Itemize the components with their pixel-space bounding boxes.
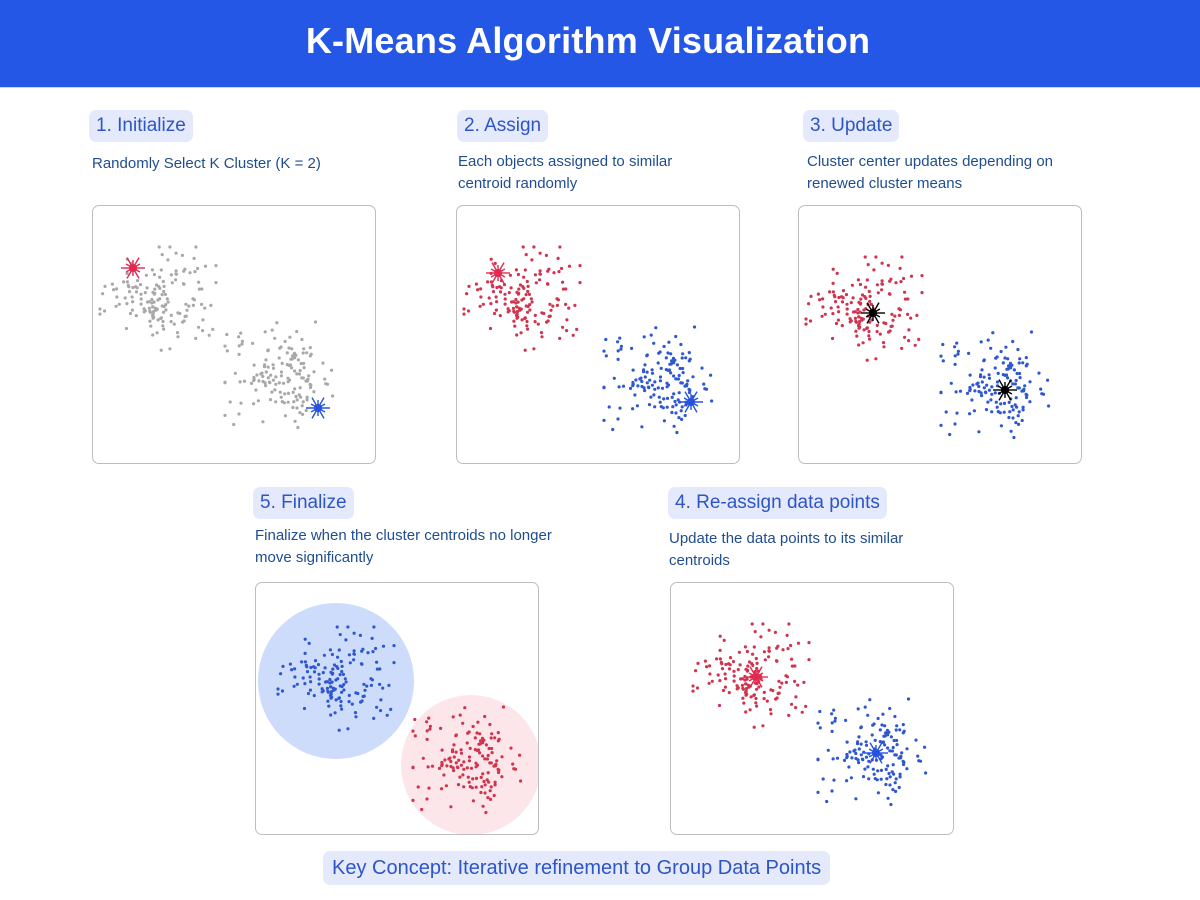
red-cluster-points [804, 255, 924, 362]
red-cluster-points [411, 705, 523, 815]
scatter-plot [691, 622, 928, 807]
scatter-plot [258, 603, 538, 834]
scatter-plot [804, 255, 1051, 440]
black-centroid-icon [993, 379, 1017, 401]
step-2-label: 2. Assign [457, 110, 549, 142]
step-1-label: 1. Initialize [89, 110, 193, 142]
assign-scatter-panel [456, 205, 740, 464]
red-cluster-points [691, 622, 811, 729]
red-centroid-icon [486, 262, 510, 284]
step-4-label: 4. Re-assign data points [668, 487, 887, 519]
red-centroid-icon [121, 257, 145, 279]
black-centroid-icon [861, 302, 885, 324]
red-centroid-icon [744, 666, 768, 688]
scatter-plot [98, 245, 335, 430]
blue-centroid-icon [306, 397, 330, 419]
step-3-description: Cluster center updates depending on rene… [807, 153, 1054, 192]
update-scatter-panel [798, 205, 1082, 464]
blue-centroid-icon [679, 391, 703, 413]
page-title: K-Means Algorithm Visualization [305, 20, 871, 61]
gray-cluster-points [223, 320, 335, 430]
step-2-description: Each objects assigned to similar centroi… [458, 153, 673, 192]
step-4-description: Update the data points to its similar ce… [669, 530, 904, 569]
step-3-label: 3. Update [803, 110, 900, 142]
step-5-description: Finalize when the cluster centroids no l… [255, 527, 552, 566]
reassign-scatter-panel [670, 582, 954, 835]
finalize-scatter-panel [255, 582, 539, 835]
header-banner: K-Means Algorithm Visualization [0, 0, 1200, 88]
gray-cluster-points [98, 245, 218, 352]
blue-cluster-points [602, 325, 714, 435]
blue-cluster-points [276, 625, 396, 732]
initialize-scatter-panel [92, 205, 376, 464]
step-1-description: Randomly Select K Cluster (K = 2) [92, 155, 321, 172]
red-cluster-points [462, 245, 582, 352]
blue-centroid-icon [864, 742, 888, 764]
red-cluster-region [401, 695, 538, 834]
blue-cluster-points [816, 697, 928, 807]
key-concept-banner: Key Concept: Iterative refinement to Gro… [323, 851, 831, 885]
blue-cluster-points [939, 330, 1051, 440]
scatter-plot [462, 245, 714, 435]
step-5-label: 5. Finalize [253, 487, 354, 519]
